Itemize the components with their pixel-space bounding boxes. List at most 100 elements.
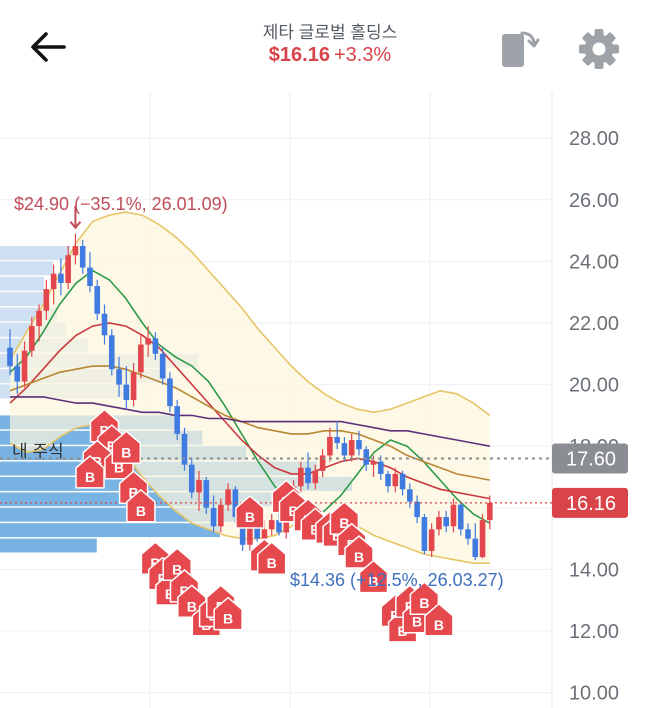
buy-marker: B — [213, 596, 243, 631]
candle-body — [196, 480, 202, 493]
buy-marker: B — [111, 430, 142, 465]
current-price-badge — [552, 487, 628, 518]
moving-averages — [9, 269, 491, 524]
candlesticks — [7, 233, 493, 561]
buy-markers: BBBBBBBBBBBBBBBBBBBBBBBBBBBBBBBBBBBBB — [75, 408, 454, 643]
candle-body — [94, 286, 101, 314]
buy-marker-label: B — [223, 611, 233, 627]
y-axis: 28.0026.0024.0022.0020.0018.0016.0014.00… — [569, 128, 619, 704]
candle-body — [421, 517, 428, 551]
candle-body — [450, 504, 457, 527]
low-annotation: $14.36 (+12.5%, 26.03.27) — [290, 570, 504, 590]
stock-name: 제타 글로벌 홀딩스 — [262, 23, 398, 42]
buy-marker-label: B — [136, 503, 146, 519]
candle-body — [428, 529, 435, 551]
candle-body — [276, 520, 282, 533]
candle-body — [305, 467, 311, 484]
buy-marker-shape — [213, 596, 243, 631]
header: 제타 글로벌 홀딩스 $16.16 +3.3% — [0, 0, 660, 92]
bollinger-upper-line — [9, 211, 491, 417]
candle-body — [29, 326, 35, 351]
volume-profile-bar — [0, 538, 97, 553]
high-annotation: $24.90 (−35.1%, 26.01.09) — [14, 194, 228, 214]
candle-body — [385, 473, 391, 487]
settings-button[interactable] — [574, 24, 624, 74]
candle-body — [188, 464, 195, 493]
buy-marker-shape — [409, 581, 440, 615]
back-button[interactable] — [22, 22, 74, 74]
buy-marker-shape — [75, 455, 105, 489]
buy-marker-label: B — [267, 555, 277, 571]
candle-body — [14, 366, 21, 382]
current-price: $16.16 — [268, 44, 330, 66]
buy-marker-shape — [358, 559, 389, 594]
candle-body — [152, 338, 159, 354]
candle-body — [181, 433, 188, 465]
moving-average-line — [10, 396, 490, 447]
candle-body — [130, 372, 137, 400]
candle-body — [457, 504, 464, 530]
buy-marker-shape — [111, 430, 142, 465]
buy-marker-label: B — [121, 444, 131, 460]
candle-body — [159, 353, 166, 379]
volume-profile-bar — [0, 246, 71, 260]
candle-body — [21, 350, 28, 382]
candle-body — [167, 378, 173, 407]
candle-body — [72, 246, 79, 256]
candle-body — [58, 273, 64, 283]
candle-body — [334, 436, 340, 444]
avg-price-label: 내 주식 — [12, 442, 64, 461]
candle-body — [487, 502, 493, 521]
volume-profile-bar — [0, 523, 220, 538]
candle-body — [247, 526, 253, 545]
candle-body — [268, 520, 275, 530]
rotate-button[interactable] — [496, 26, 542, 72]
buy-marker: B — [75, 455, 105, 489]
candle-body — [210, 507, 217, 527]
y-tick-label: 10.00 — [569, 683, 619, 705]
candle-body — [138, 344, 144, 373]
buy-marker-label: B — [368, 574, 378, 590]
candle-body — [363, 449, 370, 465]
moving-average-line — [9, 322, 490, 500]
buy-marker: B — [126, 489, 156, 523]
price-change: +3.3% — [333, 44, 392, 66]
buy-marker-shape — [344, 535, 374, 569]
current-price-badge-text: 16.16 — [566, 493, 616, 515]
y-tick-label: 14.00 — [569, 559, 619, 581]
candle-body — [254, 526, 260, 539]
candle-body — [116, 369, 122, 385]
candle-body — [145, 338, 151, 345]
candle-body — [341, 443, 348, 456]
y-tick-label: 24.00 — [569, 251, 619, 273]
volume-profile-bar — [0, 261, 53, 276]
avg-price-badge — [552, 443, 628, 474]
candle-body — [203, 480, 210, 508]
candle-body — [319, 455, 326, 471]
price-badges: 17.60 16.16 — [552, 443, 628, 518]
candle-body — [472, 538, 479, 558]
buy-marker-label: B — [114, 460, 124, 476]
buy-marker-label: B — [245, 509, 255, 525]
candle-body — [414, 501, 420, 518]
price-summary: $16.16 +3.3% — [0, 44, 660, 67]
high-arrow — [69, 205, 82, 230]
buy-marker-label: B — [412, 614, 422, 630]
candle-body — [356, 440, 362, 450]
y-tick-label: 12.00 — [569, 621, 619, 643]
buy-marker: B — [409, 581, 440, 615]
buy-marker-label: B — [187, 598, 197, 614]
buy-marker: B — [235, 495, 265, 529]
buy-marker: B — [424, 603, 454, 637]
y-tick-label: 20.00 — [569, 375, 619, 397]
candle-body — [101, 313, 108, 336]
bollinger-fill — [10, 212, 490, 564]
candle-body — [218, 504, 224, 527]
buy-marker: B — [358, 559, 389, 594]
candle-body — [123, 384, 130, 400]
candle-body — [298, 467, 304, 487]
price-chart[interactable]: BBBBBBBBBBBBBBBBBBBBBBBBBBBBBBBBBBBBB 28… — [0, 92, 660, 708]
buy-marker-shape — [256, 541, 287, 575]
gear-icon — [579, 29, 619, 69]
candle-body — [79, 246, 86, 268]
